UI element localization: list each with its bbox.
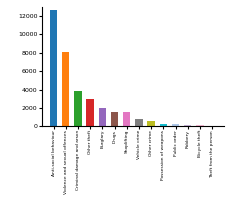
Bar [99, 109, 106, 126]
Bar [50, 10, 57, 126]
Bar [184, 125, 191, 126]
Bar [147, 121, 155, 126]
Bar [135, 119, 143, 126]
Bar [123, 112, 130, 126]
Bar [172, 124, 179, 126]
Bar [86, 99, 94, 126]
Bar [62, 52, 69, 126]
Bar [74, 91, 82, 126]
Bar [111, 112, 118, 126]
Bar [160, 124, 167, 126]
Bar [196, 125, 204, 126]
